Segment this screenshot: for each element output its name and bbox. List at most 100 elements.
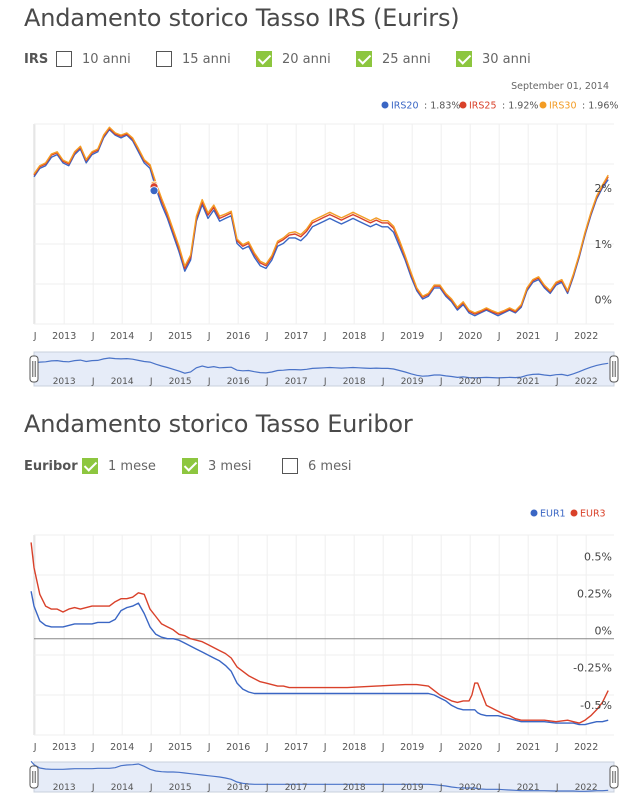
navigator-window[interactable] — [33, 351, 615, 387]
x-tick-label: 2014 — [110, 331, 134, 342]
irs-y-axis: 0% 1% 2% — [595, 182, 612, 306]
x-tick-label: 2022 — [574, 331, 598, 342]
navigator-tick-label: 2015 — [169, 377, 192, 387]
navigator-handle-left[interactable] — [29, 765, 39, 789]
x-tick-label: J — [33, 331, 37, 342]
checkbox-6-mesi[interactable] — [282, 458, 298, 474]
navigator-tick-label: 2021 — [517, 377, 540, 387]
navigator-handle-left[interactable] — [29, 355, 39, 383]
legend-series-value: : 1.83% — [424, 101, 460, 112]
y-tick-label: 2% — [595, 182, 612, 195]
x-tick-label: 2013 — [52, 742, 76, 753]
navigator-tick-label: 2022 — [575, 783, 598, 793]
option-label: 1 mese — [108, 459, 156, 474]
y-tick-label: -0.25% — [573, 662, 612, 675]
irs-navigator[interactable]: 2013 J 2014 J 2015 J 2016 J 2017 J 2018 J 2019 J 2020 J… — [29, 351, 619, 387]
x-tick-label: J — [91, 742, 95, 753]
x-tick-label: J — [555, 742, 559, 753]
x-tick-label: 2013 — [52, 331, 76, 342]
hover-marker-irs20 — [149, 186, 159, 196]
series-line-irs20 — [33, 128, 609, 317]
navigator-tick-label: J — [381, 783, 385, 793]
navigator-handle-right[interactable] — [609, 765, 619, 789]
x-tick-label: 2019 — [400, 331, 424, 342]
navigator-tick-label: J — [497, 377, 501, 387]
euribor-legend: EUR1 EUR3 — [530, 509, 606, 520]
x-tick-label: 2018 — [342, 742, 366, 753]
x-tick-label: 2016 — [226, 742, 250, 753]
checkbox-1-mese[interactable] — [82, 458, 98, 474]
irs-grid — [33, 123, 614, 325]
x-tick-label: J — [497, 331, 501, 342]
checkbox-25-anni[interactable] — [356, 51, 372, 67]
navigator-tick-label: 2014 — [111, 377, 134, 387]
checkbox-10-anni[interactable] — [56, 51, 72, 67]
legend-series-name: EUR3 — [580, 509, 606, 520]
checkbox-30-anni[interactable] — [456, 51, 472, 67]
x-tick-label: 2015 — [168, 742, 192, 753]
navigator-window[interactable] — [33, 761, 615, 793]
irs-chart[interactable]: September 01, 2014 IRS20: 1.83% IRS25: 1.… — [0, 72, 644, 387]
x-tick-label: 2017 — [284, 331, 308, 342]
series-line-irs25 — [33, 127, 609, 315]
option-label: 3 mesi — [208, 459, 252, 474]
navigator-tick-label: J — [555, 377, 559, 387]
legend-dot — [381, 101, 389, 109]
x-tick-label: 2018 — [342, 331, 366, 342]
navigator-tick-label: 2020 — [459, 377, 482, 387]
navigator-tick-label: 2013 — [53, 377, 76, 387]
navigator-tick-label: 2016 — [227, 377, 250, 387]
option-label: 6 mesi — [308, 459, 352, 474]
legend-dot — [459, 101, 467, 109]
y-tick-label: 0.5% — [584, 551, 612, 564]
x-tick-label: 2022 — [574, 742, 598, 753]
navigator-tick-label: J — [323, 783, 327, 793]
euribor-title: Andamento storico Tasso Euribor — [24, 410, 413, 438]
legend-series-value: : 1.92% — [502, 101, 538, 112]
x-tick-label: 2016 — [226, 331, 250, 342]
irs-group-label: IRS — [24, 52, 49, 67]
navigator-tick-label: 2022 — [575, 377, 598, 387]
checkbox-3-mesi[interactable] — [182, 458, 198, 474]
y-tick-label: 0.25% — [577, 588, 612, 601]
navigator-tick-label: J — [207, 783, 211, 793]
navigator-tick-label: J — [149, 783, 153, 793]
x-tick-label: J — [323, 742, 327, 753]
series-line-irs30 — [33, 126, 609, 314]
legend-series-name: IRS30 — [549, 101, 577, 112]
euribor-x-axis: J 2013 J 2014 J 2015 J 2016 J 2017 J 2018 J 2019 J 2020… — [33, 742, 598, 753]
checkbox-20-anni[interactable] — [256, 51, 272, 67]
y-tick-label: 0% — [595, 625, 612, 638]
option-label: 25 anni — [382, 52, 431, 67]
navigator-tick-label: J — [439, 783, 443, 793]
navigator-tick-label: 2021 — [517, 783, 540, 793]
euribor-chart[interactable]: EUR1 EUR3 0.5%0.25%0%-0.25%-0.5% J 2013 J 20… — [0, 495, 644, 807]
euribor-y-axis: 0.5% 0.25% 0% -0.25% -0.5% — [573, 551, 612, 712]
navigator-tick-label: J — [497, 783, 501, 793]
series-line-eur3 — [30, 542, 609, 724]
x-tick-label: J — [439, 742, 443, 753]
x-tick-label: 2019 — [400, 742, 424, 753]
legend-series-value: : 1.96% — [582, 101, 618, 112]
irs-series — [33, 126, 609, 317]
navigator-handle-right[interactable] — [609, 355, 619, 383]
navigator-tick-label: 2015 — [169, 783, 192, 793]
navigator-tick-label: 2018 — [343, 377, 366, 387]
x-tick-label: 2021 — [516, 742, 540, 753]
navigator-tick-label: 2017 — [285, 377, 308, 387]
legend-series-name: IRS25 — [469, 101, 497, 112]
irs-options: IRS 10 anni 15 anni 20 anni 25 anni 30 a… — [24, 48, 624, 72]
navigator-tick-label: J — [265, 783, 269, 793]
navigator-tick-label: 2018 — [343, 783, 366, 793]
navigator-tick-label: 2019 — [401, 783, 424, 793]
legend-series-name: EUR1 — [540, 509, 566, 520]
checkbox-15-anni[interactable] — [156, 51, 172, 67]
x-tick-label: J — [207, 742, 211, 753]
navigator-tick-label: J — [439, 377, 443, 387]
euribor-navigator[interactable]: 2013 J 2014 J 2015 J 2016 J 2017 J 2018 J 2019 J 2020 J… — [29, 760, 619, 793]
navigator-tick-label: J — [323, 377, 327, 387]
x-tick-label: J — [381, 742, 385, 753]
irs-date-label: September 01, 2014 — [511, 81, 609, 92]
navigator-tick-label: J — [149, 377, 153, 387]
x-tick-label: J — [149, 742, 153, 753]
